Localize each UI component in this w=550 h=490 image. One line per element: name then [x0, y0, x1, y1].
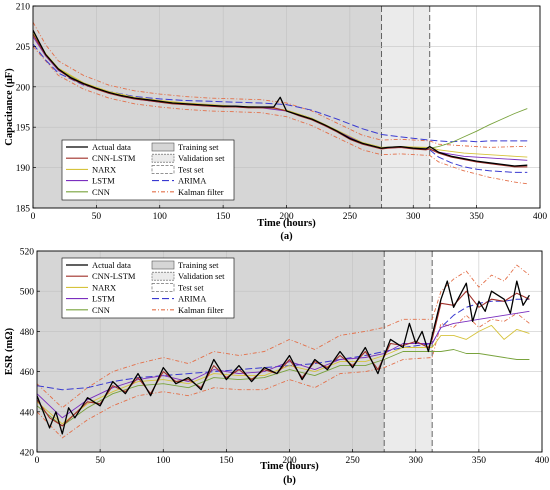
y-tick-label: 200 — [16, 83, 31, 93]
series-group — [33, 21, 528, 185]
y-axis-label: Capacitance (μF) — [4, 68, 15, 146]
y-tick-label: 205 — [16, 43, 31, 53]
chart-caption: (b) — [283, 475, 296, 486]
x-tick-label: 100 — [153, 212, 168, 222]
legend-label-actual: Actual data — [92, 142, 131, 152]
legend-label-training: Training set — [178, 260, 219, 270]
y-tick-label: 520 — [20, 248, 35, 258]
legend-label-narx: NARX — [92, 282, 116, 292]
legend-swatch-test — [151, 283, 175, 292]
x-tick-label: 300 — [406, 212, 421, 222]
y-tick-label: 195 — [16, 124, 31, 134]
x-tick-label: 250 — [343, 212, 358, 222]
legend-label-training: Training set — [178, 142, 219, 152]
x-tick-label: 100 — [156, 456, 171, 466]
y-tick-label: 480 — [20, 328, 35, 338]
chart-a: 0 50 100 150 200 250 300 350 400 185 190 195 200 205 2… — [4, 3, 547, 243]
chart-caption: (a) — [280, 231, 293, 242]
legend-label-validation: Validation set — [178, 271, 225, 281]
x-axis-label: Time (hours) — [260, 461, 319, 472]
chart-b: 0 50 100 150 200 250 300 350 400 420 440 460 480 500 5… — [4, 248, 549, 487]
legend-box — [61, 139, 235, 201]
series-kalman-line — [37, 312, 530, 439]
y-tick-label: 210 — [16, 3, 31, 13]
series-actual-line — [37, 280, 530, 435]
x-tick-label: 50 — [92, 212, 102, 222]
series-kalman-line — [33, 46, 528, 185]
y-tick-label: 460 — [20, 368, 35, 378]
x-tick-label: 350 — [472, 456, 487, 466]
x-tick-label: 0 — [35, 456, 40, 466]
x-tick-label: 200 — [282, 456, 297, 466]
legend-label-arima: ARIMA — [178, 176, 207, 186]
series-cnn-line — [37, 349, 530, 427]
legend-label-cnn-lstm: CNN-LSTM — [92, 153, 136, 163]
y-axis-label: ESR (mΩ) — [4, 327, 15, 375]
validation-region — [381, 6, 430, 208]
legend-swatch-training — [151, 260, 175, 270]
legend-label-lstm: LSTM — [92, 294, 115, 304]
x-tick-label: 400 — [533, 212, 548, 222]
y-tick-label: 440 — [20, 408, 35, 418]
series-narx-line — [37, 324, 530, 425]
x-tick-label: 300 — [409, 456, 424, 466]
legend-label-test: Test set — [178, 282, 204, 292]
series-lstm-line — [37, 310, 530, 419]
legend-box — [61, 257, 235, 319]
legend-swatch-training — [151, 142, 175, 152]
legend-swatch-validation — [151, 271, 175, 281]
legend-swatch-validation — [151, 153, 175, 163]
x-tick-label: 250 — [346, 456, 361, 466]
series-group — [37, 264, 530, 439]
series-actual-line — [33, 29, 528, 167]
series-arima-line — [429, 149, 528, 173]
series-kalman-line — [37, 264, 530, 409]
legend-label-cnn-lstm: CNN-LSTM — [92, 271, 136, 281]
legend-label-lstm: LSTM — [92, 176, 115, 186]
y-tick-label: 190 — [16, 164, 31, 174]
series-kalman-line — [33, 21, 528, 148]
y-tick-label: 500 — [20, 288, 35, 298]
legend-label-cnn: CNN — [92, 187, 110, 197]
legend-label-actual: Actual data — [92, 260, 131, 270]
x-tick-label: 200 — [279, 212, 294, 222]
x-tick-label: 150 — [216, 212, 231, 222]
y-tick-label: 185 — [16, 205, 31, 215]
legend-label-validation: Validation set — [178, 153, 225, 163]
legend-label-narx: NARX — [92, 164, 116, 174]
x-tick-label: 50 — [95, 456, 105, 466]
legend-swatch-test — [151, 165, 175, 174]
x-tick-label: 0 — [31, 212, 36, 222]
x-tick-label: 400 — [535, 456, 550, 466]
series-arima-line — [33, 43, 528, 143]
legend-label-test: Test set — [178, 164, 204, 174]
x-tick-label: 150 — [219, 456, 234, 466]
y-tick-label: 420 — [20, 449, 35, 459]
x-axis-label: Time (hours) — [257, 218, 316, 229]
legend-label-kalman: Kalman filter — [178, 305, 224, 315]
legend-label-cnn: CNN — [92, 305, 110, 315]
legend-label-kalman: Kalman filter — [178, 187, 224, 197]
legend-label-arima: ARIMA — [178, 294, 207, 304]
x-tick-label: 350 — [470, 212, 485, 222]
